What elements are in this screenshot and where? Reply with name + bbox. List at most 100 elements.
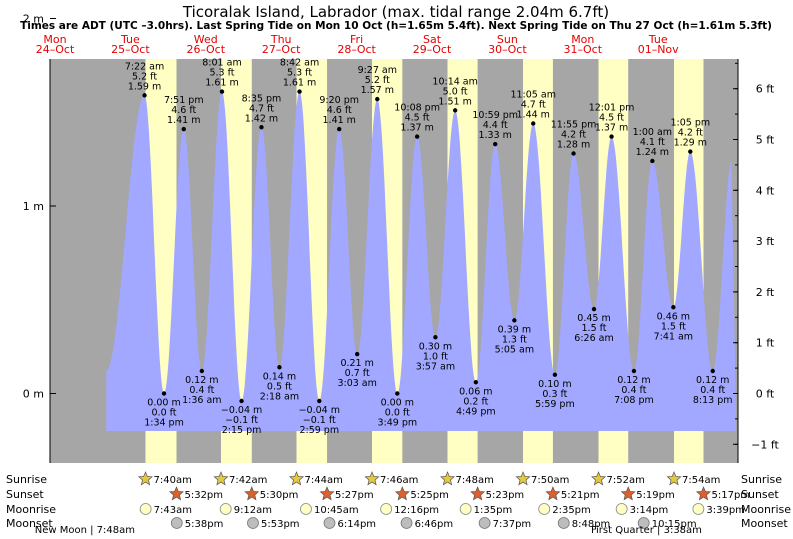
low-tide-label: 4:49 pm xyxy=(456,406,496,417)
low-tide-point xyxy=(395,391,399,395)
low-tide-label: 6:26 am xyxy=(574,333,613,344)
sunrise-time: 7:48am xyxy=(456,475,494,486)
moonset-icon xyxy=(247,518,258,529)
sunset-time: 5:32pm xyxy=(184,490,223,501)
sunrise-icon xyxy=(592,472,605,485)
high-tide-point xyxy=(571,151,575,155)
left-tick-label: 1 m xyxy=(23,200,44,213)
day-date-label: 29–Oct xyxy=(413,43,452,56)
low-tide-label: 5:05 am xyxy=(495,344,534,355)
low-tide-label: 1:36 am xyxy=(182,395,221,406)
day-date-label: 01–Nov xyxy=(638,43,679,56)
sunset-icon xyxy=(396,487,409,500)
high-tide-point xyxy=(259,125,263,129)
low-tide-point xyxy=(239,399,243,403)
left-tick-label: 0 m xyxy=(23,388,44,401)
right-tick-label: 2 ft xyxy=(756,286,775,299)
low-tide-label: 7:08 pm xyxy=(614,395,654,406)
sunset-icon xyxy=(170,487,183,500)
sunset-time: 5:21pm xyxy=(561,490,600,501)
sunset-time: 5:19pm xyxy=(636,490,675,501)
high-tide-point xyxy=(415,134,419,138)
moon-phase-first-quarter: First Quarter | 3:38am xyxy=(591,525,702,536)
moonset-time: 5:38pm xyxy=(185,519,224,530)
high-tide-label: 1.61 m xyxy=(205,78,238,89)
low-tide-label: 7:41 am xyxy=(654,331,693,342)
sunset-icon xyxy=(245,487,258,500)
low-tide-point xyxy=(317,399,321,403)
high-tide-label: 1.42 m xyxy=(245,113,278,124)
moonrise-time: 7:43am xyxy=(154,505,192,516)
moonrise-icon xyxy=(539,504,550,515)
low-tide-label: 5:59 pm xyxy=(535,399,575,410)
day-labels: Mon24–OctTue25–OctWed26–OctThu27–OctFri2… xyxy=(36,33,679,56)
high-tide-label: 1.44 m xyxy=(517,110,550,121)
day-date-label: 26–Oct xyxy=(187,43,226,56)
right-tick-label: 5 ft xyxy=(756,134,775,147)
low-tide-point xyxy=(512,318,516,322)
high-tide-label: 1.57 m xyxy=(361,85,394,96)
day-date-label: 28–Oct xyxy=(337,43,376,56)
moonset-time: 7:37pm xyxy=(493,519,532,530)
low-tide-point xyxy=(200,369,204,373)
high-tide-point xyxy=(688,149,692,153)
high-tide-point xyxy=(531,121,535,125)
moonrise-time: 2:35pm xyxy=(552,505,591,516)
moonrise-icon xyxy=(616,504,627,515)
sunset-time: 5:30pm xyxy=(260,490,299,501)
high-tide-point xyxy=(609,134,613,138)
moonrise-icon xyxy=(381,504,392,515)
moonrise-time: 12:16pm xyxy=(394,505,439,516)
low-tide-label: 1:34 pm xyxy=(144,418,184,429)
low-tide-label: 8:13 pm xyxy=(693,395,733,406)
day-date-label: 30–Oct xyxy=(488,43,527,56)
sunset-time: 5:17pm xyxy=(712,490,751,501)
low-tide-point xyxy=(433,335,437,339)
high-tide-label: 1.59 m xyxy=(128,81,161,92)
right-tick-label: 3 ft xyxy=(756,235,775,248)
moonset-icon xyxy=(479,518,490,529)
chart-title: Ticoralak Island, Labrador (max. tidal r… xyxy=(182,3,609,21)
high-tide-label: 1.41 m xyxy=(323,115,356,126)
moonset-time: 6:14pm xyxy=(337,519,376,530)
day-date-label: 24–Oct xyxy=(36,43,75,56)
moonrise-time: 3:39pm xyxy=(706,505,745,516)
right-tick-label: 6 ft xyxy=(756,83,775,96)
low-tide-point xyxy=(671,305,675,309)
low-tide-point xyxy=(162,391,166,395)
row-label-left: Sunset xyxy=(6,488,44,501)
high-tide-point xyxy=(220,89,224,93)
sunrise-time: 7:54am xyxy=(682,475,720,486)
high-tide-point xyxy=(453,108,457,112)
sunset-time: 5:25pm xyxy=(410,490,449,501)
low-tide-label: 3:03 am xyxy=(337,378,376,389)
row-label-right: Moonrise xyxy=(741,503,791,516)
moonset-icon xyxy=(558,518,569,529)
moonrise-icon xyxy=(220,504,231,515)
high-tide-point xyxy=(182,127,186,131)
row-label-right: Sunrise xyxy=(741,473,782,486)
moonset-icon xyxy=(171,518,182,529)
low-tide-point xyxy=(711,369,715,373)
sunrise-time: 7:50am xyxy=(531,475,569,486)
moonrise-time: 1:35pm xyxy=(474,505,513,516)
high-tide-label: 1.33 m xyxy=(478,130,511,141)
sunset-icon xyxy=(471,487,484,500)
tide-chart: Ticoralak Island, Labrador (max. tidal r… xyxy=(0,0,793,539)
sunset-time: 5:23pm xyxy=(486,490,525,501)
low-tide-label: 3:57 am xyxy=(416,361,455,372)
moonrise-icon xyxy=(693,504,704,515)
sunrise-time: 7:42am xyxy=(229,475,267,486)
moonrise-icon xyxy=(140,504,151,515)
right-tick-label: −1 ft xyxy=(751,438,779,451)
low-tide-label: 3:49 pm xyxy=(377,418,417,429)
high-tide-point xyxy=(375,97,379,101)
moonrise-icon xyxy=(300,504,311,515)
right-tick-label: 1 ft xyxy=(756,337,775,350)
moonrise-time: 10:45am xyxy=(314,505,359,516)
sunset-icon xyxy=(622,487,635,500)
right-tick-label: 0 ft xyxy=(756,388,775,401)
high-tide-label: 1.51 m xyxy=(438,96,471,107)
low-tide-point xyxy=(632,369,636,373)
sun-moon-rows: Sunrise Sunrise Sunset Sunset Moonrise Moonri… xyxy=(6,472,791,536)
